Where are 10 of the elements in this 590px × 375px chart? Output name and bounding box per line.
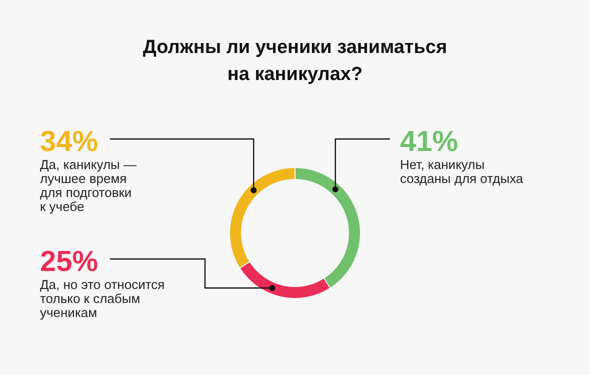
slice-label: Да, но это относится только к слабым ученикам: [40, 277, 165, 320]
chart-title: Должны ли ученики заниматься на каникулах?: [142, 37, 448, 85]
data-label: 34%: [40, 126, 98, 158]
donut-slice: [296, 168, 360, 288]
slice-label: Да, каникулы — лучшее время для подготовки к учебе: [40, 157, 136, 214]
data-label: 41%: [400, 126, 458, 158]
data-label: 25%: [40, 246, 98, 278]
donut-slice: [240, 262, 330, 298]
slice-label: Нет, каникулы созданы для отдыха: [400, 157, 524, 186]
donut-slice: [230, 168, 294, 268]
